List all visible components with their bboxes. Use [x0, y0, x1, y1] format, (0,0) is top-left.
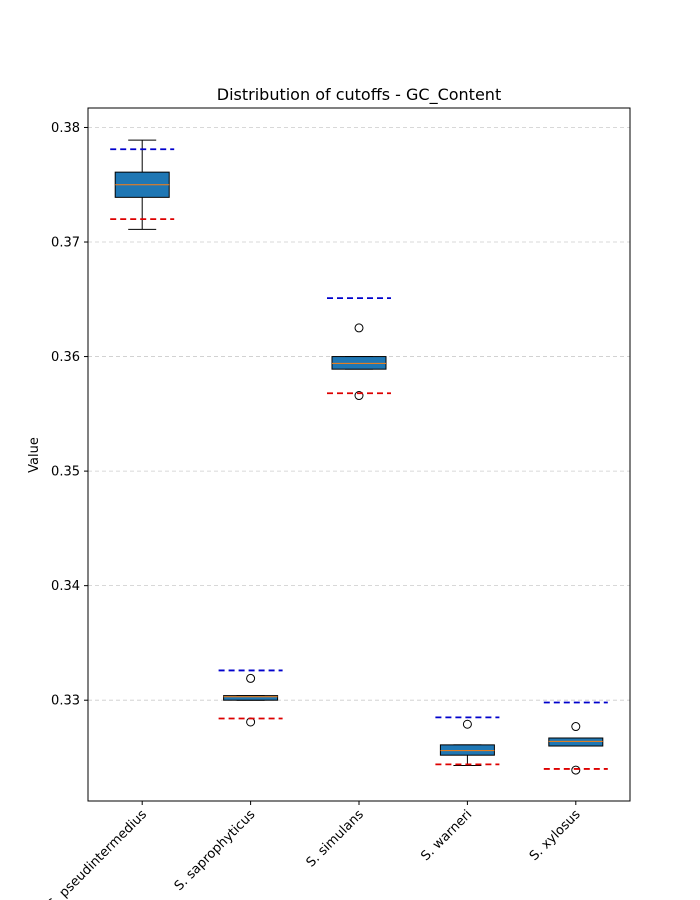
y-tick-label: 0.38 — [51, 121, 80, 136]
outlier-point — [571, 765, 581, 775]
chart-title: Distribution of cutoffs - GC_Content — [217, 85, 501, 105]
y-axis-label: Value — [27, 437, 42, 473]
y-tick-label: 0.37 — [51, 236, 80, 251]
box-group — [543, 701, 608, 775]
box-group — [327, 297, 391, 401]
outlier-point — [462, 719, 472, 729]
x-tick-label: S. saprophyticus — [172, 807, 259, 894]
x-tick-label: S. warneri — [418, 807, 475, 864]
grid-lines — [88, 127, 630, 701]
plot-area-frame — [87, 107, 631, 802]
box-group — [218, 669, 283, 727]
x-axis: S. pseudintermedius S. saprophyticus S. si… — [45, 801, 584, 900]
y-tick-label: 0.35 — [51, 465, 80, 480]
y-tick-label: 0.33 — [51, 694, 80, 709]
x-tick-label: S. xylosus — [527, 807, 584, 864]
box-body — [331, 356, 387, 370]
x-tick-label: S. pseudintermedius — [45, 807, 150, 900]
boxes — [110, 139, 608, 775]
outlier-point — [354, 323, 364, 333]
box-body — [548, 737, 604, 747]
outlier-point — [354, 391, 364, 401]
x-tick-label: S. simulans — [304, 807, 367, 870]
box-group — [435, 716, 500, 766]
box-group — [110, 139, 175, 230]
box-body — [223, 695, 279, 701]
y-tick-label: 0.34 — [51, 579, 80, 594]
outlier-point — [246, 673, 256, 683]
box-body — [439, 744, 495, 756]
y-axis: 0.33 0.34 0.35 0.36 0.37 0.38 — [51, 121, 88, 709]
outlier-point — [571, 722, 581, 732]
y-tick-label: 0.36 — [51, 350, 80, 365]
